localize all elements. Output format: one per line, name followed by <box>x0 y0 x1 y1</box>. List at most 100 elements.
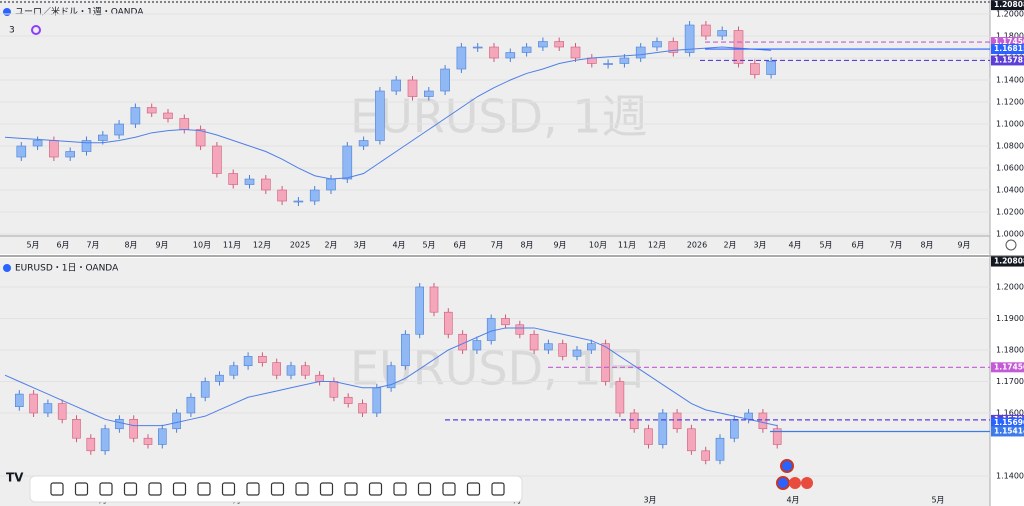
price-label: 1.10000 <box>996 120 1024 129</box>
price-label: 1.12000 <box>996 98 1024 107</box>
candle <box>749 63 760 75</box>
time-label: 11月 <box>618 241 636 250</box>
event-icon[interactable] <box>789 477 801 489</box>
time-label: 10月 <box>193 241 211 250</box>
price-tag-label: 1.20808 <box>994 257 1024 266</box>
time-label: 3月 <box>753 241 766 250</box>
time-label: 10月 <box>589 241 607 250</box>
price-label: 1.06000 <box>996 164 1024 173</box>
candle <box>615 381 625 414</box>
candle <box>554 41 565 48</box>
time-label: 7月 <box>889 241 902 250</box>
toolbar-button[interactable] <box>466 482 481 496</box>
toolbar-button[interactable] <box>270 482 285 496</box>
candle <box>629 412 639 430</box>
toolbar-button[interactable] <box>197 482 211 496</box>
candle <box>65 151 75 158</box>
candle <box>293 200 304 203</box>
toolbar-button[interactable] <box>344 482 358 496</box>
candle <box>114 123 124 136</box>
candle <box>195 129 206 147</box>
toolbar-button[interactable] <box>50 482 64 496</box>
candle <box>72 419 81 439</box>
toolbar-button[interactable] <box>221 482 236 496</box>
candle <box>501 318 510 326</box>
candle <box>358 403 367 414</box>
toolbar-button[interactable] <box>172 482 187 496</box>
indicator-count[interactable]: 3 <box>9 26 15 36</box>
candle <box>358 140 369 147</box>
candle <box>315 374 324 382</box>
price-label: 1.17000 <box>996 377 1024 386</box>
candle <box>772 428 782 445</box>
toolbar-button[interactable] <box>123 482 138 496</box>
price-tag <box>991 0 1024 11</box>
price-tag <box>991 362 1024 373</box>
indicator-icon[interactable] <box>31 25 41 35</box>
watermark: EURUSD, 1日 <box>350 342 648 396</box>
candle <box>558 343 568 357</box>
time-label: 9月 <box>553 241 566 250</box>
toolbar-button[interactable] <box>393 482 407 496</box>
toolbar-button[interactable] <box>148 482 162 496</box>
candle <box>32 140 43 147</box>
time-label: 2026 <box>687 241 707 250</box>
time-label: 9月 <box>957 241 970 250</box>
bottom-pane <box>0 258 990 506</box>
candle <box>544 343 553 351</box>
candle <box>717 30 728 37</box>
toolbar-button[interactable] <box>295 482 309 496</box>
candle <box>98 134 108 141</box>
event-icon[interactable] <box>776 476 790 490</box>
candle <box>603 63 613 65</box>
candle <box>229 365 239 376</box>
candle <box>43 403 53 414</box>
toolbar-button[interactable] <box>442 482 456 496</box>
toolbar-button[interactable] <box>491 482 505 496</box>
pane-title: EURUSD・1日・OANDA <box>15 263 119 274</box>
toolbar-button[interactable] <box>246 482 260 496</box>
candle <box>243 355 253 367</box>
time-label: 4月 <box>392 241 405 250</box>
event-icon[interactable] <box>780 459 794 473</box>
candle <box>372 387 382 414</box>
time-label: 6月 <box>453 241 466 250</box>
time-label: 5月 <box>819 241 832 250</box>
price-tag-label: 1.15414 <box>994 426 1024 435</box>
event-icon[interactable] <box>801 477 813 489</box>
price-label: 1.16000 <box>996 409 1024 418</box>
time-label: 9月 <box>155 241 168 250</box>
candle <box>758 412 768 430</box>
candle <box>586 343 596 351</box>
candle <box>684 24 695 53</box>
candle <box>15 393 24 408</box>
toolbar-button[interactable] <box>417 482 432 496</box>
candle <box>672 412 682 430</box>
price-tag-label: 1.17450 <box>994 37 1024 46</box>
price-label: 1.00000 <box>996 230 1024 239</box>
toolbar-button[interactable] <box>319 482 334 496</box>
time-label: 2月 <box>324 241 337 250</box>
candle <box>309 189 320 202</box>
toolbar-button[interactable] <box>368 482 383 496</box>
time-label: 5月 <box>931 496 944 505</box>
candle <box>652 41 662 48</box>
candle <box>472 340 482 351</box>
toolbar-button[interactable] <box>74 482 89 496</box>
candle <box>277 189 287 202</box>
candle <box>272 362 282 376</box>
candle <box>215 374 224 382</box>
candle <box>29 393 38 414</box>
price-tag <box>991 55 1024 66</box>
candle <box>163 112 173 119</box>
time-label: 4月 <box>788 241 801 250</box>
time-label: 4月 <box>786 496 799 505</box>
toolbar-button[interactable] <box>99 482 113 496</box>
time-label: 12月 <box>253 241 271 250</box>
price-tag-label: 1.20808 <box>994 0 1024 9</box>
price-label: 1.14000 <box>996 472 1024 481</box>
candle <box>172 412 181 430</box>
candle <box>179 118 190 130</box>
candle <box>329 381 339 398</box>
settings-button[interactable] <box>1005 239 1017 251</box>
